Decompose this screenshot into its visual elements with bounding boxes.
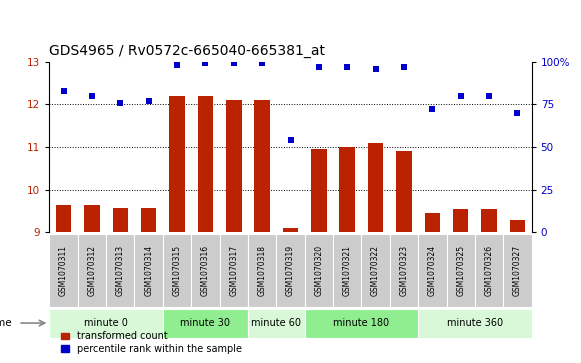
Text: GSM1070319: GSM1070319 bbox=[286, 245, 295, 296]
Bar bbox=[510, 220, 525, 232]
Bar bbox=[481, 209, 497, 232]
Bar bbox=[453, 209, 468, 232]
Point bbox=[173, 62, 182, 68]
Text: GSM1070325: GSM1070325 bbox=[456, 245, 465, 296]
Text: time: time bbox=[0, 318, 13, 328]
Point bbox=[371, 66, 380, 72]
Text: minute 180: minute 180 bbox=[333, 318, 389, 328]
Point bbox=[144, 98, 153, 104]
Text: GSM1070320: GSM1070320 bbox=[314, 245, 324, 296]
Bar bbox=[49, 234, 78, 307]
Point bbox=[229, 61, 238, 66]
Bar bbox=[198, 96, 213, 232]
Text: GSM1070326: GSM1070326 bbox=[485, 245, 494, 296]
Bar bbox=[84, 205, 100, 232]
Bar bbox=[368, 143, 383, 232]
Text: GSM1070313: GSM1070313 bbox=[116, 245, 125, 296]
Bar bbox=[248, 234, 277, 307]
Text: minute 0: minute 0 bbox=[84, 318, 128, 328]
Bar bbox=[361, 234, 390, 307]
Text: GSM1070311: GSM1070311 bbox=[59, 245, 68, 296]
Point bbox=[513, 110, 522, 116]
Point bbox=[399, 64, 408, 70]
Bar bbox=[56, 205, 71, 232]
Bar bbox=[277, 234, 304, 307]
Text: GSM1070324: GSM1070324 bbox=[428, 245, 437, 296]
Text: GSM1070317: GSM1070317 bbox=[229, 245, 238, 296]
Bar bbox=[447, 234, 475, 307]
Bar bbox=[134, 234, 163, 307]
Bar bbox=[333, 234, 361, 307]
Point bbox=[343, 64, 352, 70]
Bar bbox=[503, 234, 532, 307]
Bar bbox=[163, 234, 191, 307]
Point bbox=[456, 93, 465, 99]
Bar bbox=[283, 228, 298, 232]
Bar bbox=[390, 234, 418, 307]
Point bbox=[485, 93, 494, 99]
Bar bbox=[169, 96, 185, 232]
Point bbox=[116, 100, 125, 106]
Legend: transformed count, percentile rank within the sample: transformed count, percentile rank withi… bbox=[57, 327, 246, 358]
Bar bbox=[418, 309, 532, 338]
Bar bbox=[106, 234, 134, 307]
Point bbox=[257, 61, 267, 66]
Bar bbox=[475, 234, 503, 307]
Text: GDS4965 / Rv0572c-665040-665381_at: GDS4965 / Rv0572c-665040-665381_at bbox=[49, 44, 325, 58]
Bar bbox=[113, 208, 128, 232]
Bar bbox=[304, 309, 418, 338]
Bar bbox=[248, 309, 304, 338]
Text: GSM1070314: GSM1070314 bbox=[144, 245, 153, 296]
Bar bbox=[163, 309, 248, 338]
Text: GSM1070315: GSM1070315 bbox=[173, 245, 181, 296]
Text: GSM1070321: GSM1070321 bbox=[343, 245, 352, 296]
Text: GSM1070316: GSM1070316 bbox=[201, 245, 210, 296]
Bar bbox=[425, 213, 440, 232]
Text: GSM1070322: GSM1070322 bbox=[371, 245, 380, 296]
Bar bbox=[78, 234, 106, 307]
Bar bbox=[339, 147, 355, 232]
Point bbox=[286, 137, 295, 143]
Bar bbox=[220, 234, 248, 307]
Point bbox=[87, 93, 96, 99]
Point bbox=[201, 61, 210, 66]
Bar bbox=[311, 149, 327, 232]
Text: minute 30: minute 30 bbox=[181, 318, 231, 328]
Text: minute 360: minute 360 bbox=[447, 318, 503, 328]
Text: GSM1070327: GSM1070327 bbox=[513, 245, 522, 296]
Text: minute 60: minute 60 bbox=[252, 318, 302, 328]
Point bbox=[59, 88, 68, 94]
Text: GSM1070323: GSM1070323 bbox=[400, 245, 408, 296]
Bar bbox=[141, 208, 156, 232]
Bar bbox=[226, 100, 242, 232]
Point bbox=[428, 107, 437, 113]
Point bbox=[314, 64, 324, 70]
Text: GSM1070318: GSM1070318 bbox=[257, 245, 267, 296]
Bar bbox=[191, 234, 220, 307]
Bar bbox=[396, 151, 412, 232]
Text: GSM1070312: GSM1070312 bbox=[87, 245, 96, 296]
Bar bbox=[418, 234, 447, 307]
Bar bbox=[49, 309, 163, 338]
Bar bbox=[304, 234, 333, 307]
Bar bbox=[254, 100, 270, 232]
